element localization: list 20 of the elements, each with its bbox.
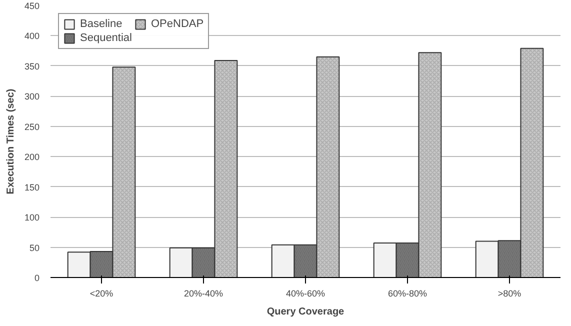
y-tick-label: 450 (24, 1, 40, 11)
x-tick-label: <20% (90, 288, 114, 298)
y-tick-label: 150 (24, 182, 40, 192)
y-tick-label: 400 (24, 31, 40, 42)
y-tick-label: 50 (29, 242, 40, 253)
y-tick-label: 200 (24, 152, 40, 162)
y-tick-label: 300 (24, 92, 40, 102)
y-tick-label: 250 (24, 122, 40, 132)
y-tick-label: 100 (24, 212, 40, 223)
y-tick-label: 0 (34, 273, 40, 283)
x-tick-label: 40%-60% (286, 288, 326, 298)
x-tick-label: >80% (498, 288, 522, 298)
legend-label: OPeNDAP (151, 18, 204, 30)
x-axis-title: Query Coverage (266, 306, 345, 318)
x-tick-label: 20%-40% (184, 288, 224, 298)
y-tick-label: 350 (24, 61, 40, 72)
y-axis-title: Execution Times (sec) (5, 88, 16, 194)
legend-label: Sequential (80, 32, 132, 44)
x-tick-label: 60%-80% (388, 288, 428, 298)
legend-label: Baseline (80, 18, 122, 30)
